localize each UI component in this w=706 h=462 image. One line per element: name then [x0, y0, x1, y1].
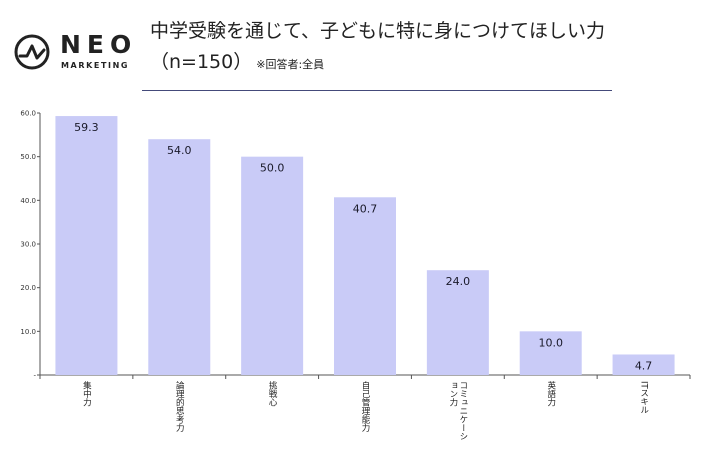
y-tick-label: 20.0	[20, 284, 36, 292]
bar	[519, 331, 582, 375]
bar-value-label: 10.0	[538, 336, 563, 349]
category-label: 自己管理能力	[360, 381, 370, 432]
bar-value-label: 50.0	[260, 162, 285, 175]
category-label: 英語力	[545, 381, 556, 407]
category-label: コミュニケーシ ョン力	[447, 381, 468, 441]
sample-size: （n=150）	[150, 51, 253, 73]
category-label: ITスキル	[638, 381, 649, 415]
bar-value-label: 59.3	[74, 121, 99, 134]
y-tick-label: 60.0	[20, 110, 36, 118]
bar	[426, 270, 489, 375]
neo-logo-icon	[14, 34, 50, 70]
category-label: 挑戦心	[267, 381, 278, 407]
y-tick-label: 50.0	[20, 153, 36, 161]
title-underline	[142, 90, 612, 91]
respondent-note: ※回答者:全員	[256, 58, 325, 71]
y-tick-label: -	[33, 372, 36, 380]
bar	[55, 116, 118, 375]
chart-subtitle: （n=150） ※回答者:全員	[150, 53, 324, 72]
y-tick-label: 10.0	[20, 328, 36, 336]
bar-value-label: 40.7	[353, 202, 378, 215]
bar	[241, 156, 304, 375]
bar-value-label: 54.0	[167, 144, 192, 157]
bar-value-label: 4.7	[635, 359, 653, 372]
category-label: 論理的思考力	[174, 381, 185, 432]
category-label: 集中力	[81, 381, 92, 407]
brand-subtitle: MARKETING	[61, 61, 130, 70]
chart-title: 中学受験を通じて、子どもに特に身につけてほしい力	[150, 20, 606, 42]
y-tick-label: 30.0	[20, 241, 36, 249]
bar-value-label: 24.0	[446, 275, 471, 288]
bar	[334, 197, 396, 375]
bar	[148, 139, 211, 375]
brand-name: NEO	[60, 30, 138, 59]
bar	[612, 354, 675, 375]
y-tick-label: 40.0	[20, 197, 36, 205]
